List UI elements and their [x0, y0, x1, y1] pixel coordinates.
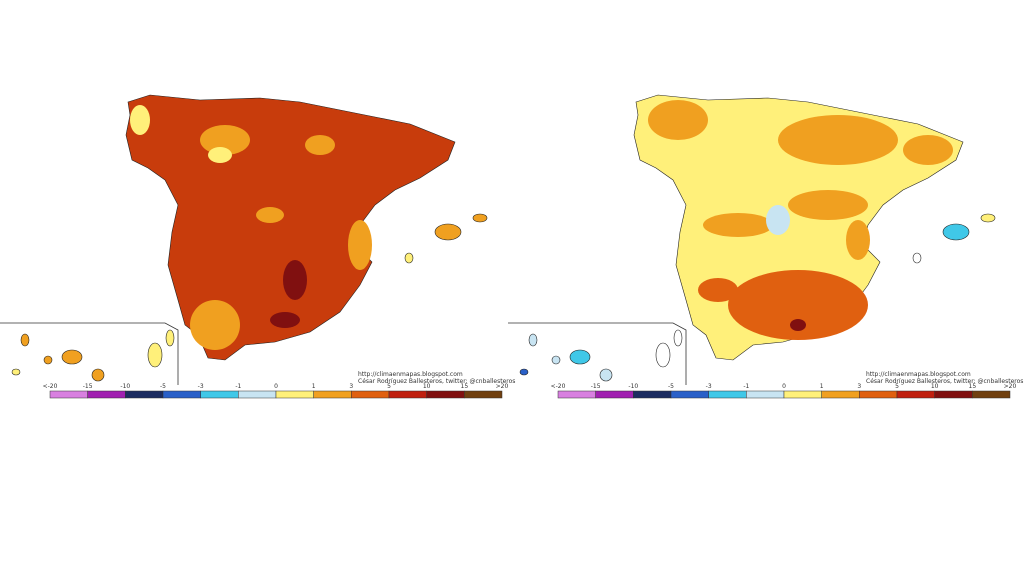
legend-swatch: [783, 390, 822, 399]
island: [404, 252, 414, 264]
region: [256, 207, 284, 223]
region: [208, 147, 232, 163]
legend-swatch: [708, 390, 747, 399]
legend-label: -3: [706, 383, 712, 390]
region: [846, 220, 870, 260]
island: [569, 349, 591, 365]
legend-label: -15: [83, 383, 93, 390]
legend-label: -3: [198, 383, 204, 390]
legend-label: -10: [120, 383, 130, 390]
island: [165, 329, 175, 347]
legend-swatch: [595, 390, 634, 399]
region: [778, 115, 898, 165]
credit-url: http://climaenmapas.blogspot.com: [866, 371, 971, 378]
island: [599, 368, 613, 382]
legend-swatch: [746, 390, 785, 399]
legend-swatch: [238, 390, 277, 399]
legend-label: 15: [969, 383, 977, 390]
region: [788, 190, 868, 220]
legend-swatch: [464, 390, 503, 399]
island: [61, 349, 83, 365]
legend-swatch: [49, 390, 88, 399]
region: [305, 135, 335, 155]
credit-author: César Rodríguez Ballesteros, twitter: @c…: [866, 378, 1023, 385]
region: [766, 205, 790, 235]
island: [147, 342, 163, 368]
region: [698, 278, 738, 302]
region: [283, 260, 307, 300]
legend-label: 10: [931, 383, 939, 390]
legend-label: >20: [496, 383, 509, 390]
island: [912, 252, 922, 264]
legend-swatch: [388, 390, 427, 399]
island: [20, 333, 30, 347]
legend-swatch: [821, 390, 860, 399]
credit-url: http://climaenmapas.blogspot.com: [358, 371, 463, 378]
island: [472, 213, 488, 223]
legend-label: -15: [591, 383, 601, 390]
credit-author: César Rodríguez Ballesteros, twitter: @c…: [358, 378, 515, 385]
legend-label: >20: [1004, 383, 1017, 390]
legend-label: 3: [349, 383, 353, 390]
legend-swatch: [162, 390, 201, 399]
island: [11, 368, 21, 376]
island: [551, 355, 561, 365]
legend-label: <-20: [551, 383, 566, 390]
legend-swatch: [125, 390, 164, 399]
island: [673, 329, 683, 347]
legend-swatch: [200, 390, 239, 399]
region: [790, 319, 806, 331]
region: [728, 270, 868, 340]
legend-label: 5: [387, 383, 391, 390]
legend-swatch: [670, 390, 709, 399]
island: [43, 355, 53, 365]
island: [91, 368, 105, 382]
region: [130, 105, 150, 135]
island: [528, 333, 538, 347]
legend-label: 15: [461, 383, 469, 390]
island: [980, 213, 996, 223]
legend-label: -1: [743, 383, 749, 390]
legend-swatch: [934, 390, 973, 399]
legend-label: -1: [235, 383, 241, 390]
region: [348, 220, 372, 270]
legend-swatch: [859, 390, 898, 399]
legend-swatch: [275, 390, 314, 399]
legend-swatch: [426, 390, 465, 399]
legend-label: -5: [668, 383, 674, 390]
legend-swatch: [313, 390, 352, 399]
island: [519, 368, 529, 376]
legend-swatch: [896, 390, 935, 399]
legend-label: 1: [820, 383, 824, 390]
legend-swatch: [87, 390, 126, 399]
legend-label: 3: [857, 383, 861, 390]
island: [942, 223, 970, 241]
region: [648, 100, 708, 140]
region: [190, 300, 240, 350]
legend-swatch: [972, 390, 1011, 399]
legend-swatch: [557, 390, 596, 399]
legend-label: <-20: [43, 383, 58, 390]
legend-label: -10: [628, 383, 638, 390]
map-right: http://climaenmapas.blogspot.com César R…: [507, 94, 1023, 399]
region: [703, 213, 773, 237]
map-left: http://climaenmapas.blogspot.com César R…: [0, 94, 515, 399]
legend-swatch: [351, 390, 390, 399]
region: [200, 125, 250, 155]
legend-label: 5: [895, 383, 899, 390]
legend-label: -5: [160, 383, 166, 390]
legend-swatch: [633, 390, 672, 399]
island: [434, 223, 462, 241]
legend-label: 10: [423, 383, 431, 390]
region: [903, 135, 953, 165]
legend-label: 0: [782, 383, 786, 390]
legend-label: 1: [312, 383, 316, 390]
legend-label: 0: [274, 383, 278, 390]
region: [270, 312, 300, 328]
island: [655, 342, 671, 368]
